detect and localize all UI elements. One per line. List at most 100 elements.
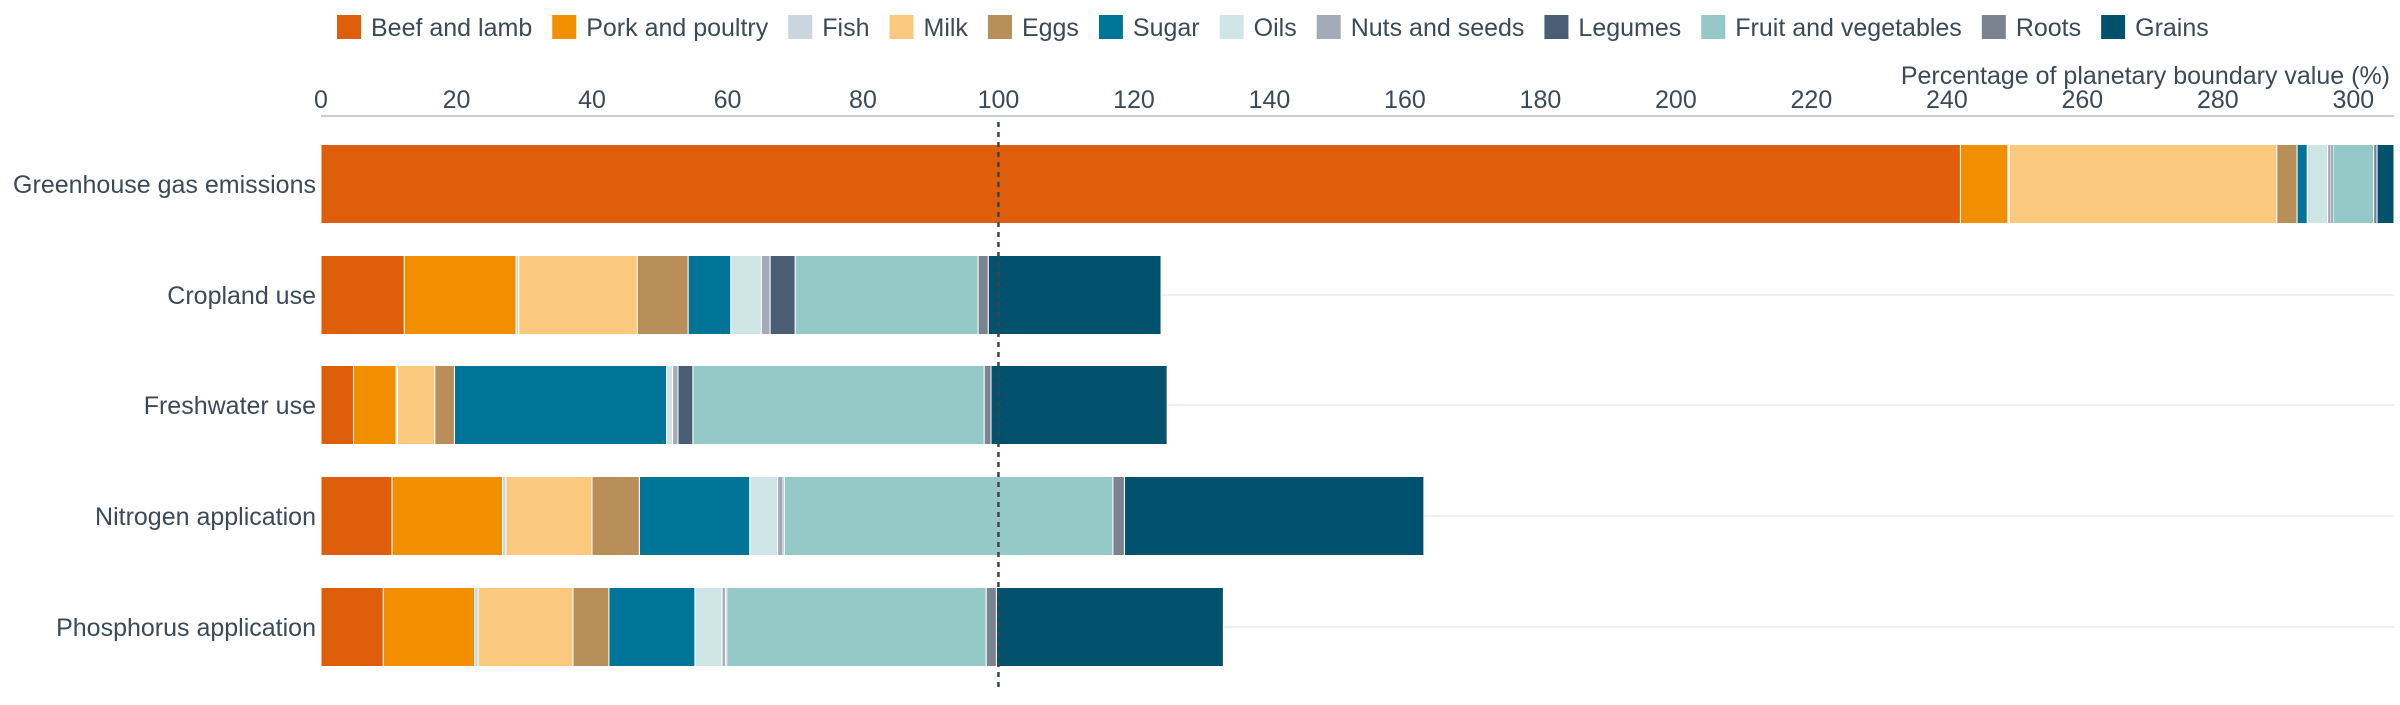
bar-segment-milk [505,476,593,556]
bar-segment-beef-and-lamb [320,587,384,667]
bar-segment-pork-and-poultry [403,255,517,335]
bar-segment-sugar [687,255,732,335]
legend-label: Grains [2135,14,2209,42]
legend-item-fish: Fish [788,14,870,42]
legend: Beef and lamb Pork and poultry Fish Milk Egg… [337,14,2209,42]
x-tick-label: 160 [1384,86,1426,114]
category-label: Phosphorus application [56,614,316,642]
bar-segment-beef-and-lamb [320,144,1961,224]
bar-segment-legumes [769,255,796,335]
legend-label: Roots [2016,14,2081,42]
legend-swatch [1219,15,1244,39]
bar-segment-sugar [638,476,751,556]
bar-row-cropland-use [320,255,1162,335]
bar-segment-eggs [636,255,689,335]
bar-segment-fruit-and-vegetables [726,587,987,667]
bar-segment-pork-and-poultry [391,476,504,556]
bar-segment-grains [1123,476,1425,556]
bar-segment-roots [977,255,989,335]
x-tick-label: 240 [1926,86,1968,114]
bar-segment-beef-and-lamb [320,476,393,556]
bar-segment-sugar [2296,144,2308,224]
legend-swatch [1316,15,1341,39]
bar-row-greenhouse-gas-emissions [320,144,2395,224]
bar-segment-grains [987,255,1162,335]
bar-segment-fish [502,476,507,556]
bar-segment-oils [694,587,723,667]
legend-label: Fish [822,14,869,42]
bar-segment-pork-and-poultry [1959,144,2009,224]
bar-segment-beef-and-lamb [320,255,405,335]
bar-segment-beef-and-lamb [320,365,355,445]
legend-label: Milk [924,14,969,42]
legend-label: Legumes [1578,14,1681,42]
x-tick-label: 20 [443,86,471,114]
bar-segment-milk [2008,144,2278,224]
bar-segment-fruit-and-vegetables [692,365,985,445]
x-tick-label: 300 [2332,86,2374,114]
bar-segment-oils [749,476,779,556]
bar-segment-eggs [2276,144,2298,224]
legend-swatch [2101,15,2126,39]
category-labels: Greenhouse gas emissions Cropland use Fres… [13,171,316,642]
legend-item-beef-and-lamb: Beef and lamb [337,14,532,42]
legend-item-nuts-and-seeds: Nuts and seeds [1316,14,1524,42]
row-separators [321,294,2394,628]
x-tick-label: 80 [849,86,877,114]
bar-segment-roots [985,587,997,667]
bar-segment-eggs [591,476,640,556]
bar-segment-grains [2376,144,2395,224]
legend-item-oils: Oils [1219,14,1297,42]
bar-segment-oils [666,365,674,445]
legend-swatch [889,15,914,39]
bar-segment-sugar [608,587,696,667]
legend-item-roots: Roots [1981,14,2081,42]
x-axis-label: Percentage of planetary boundary value (… [1901,62,2390,90]
bar-row-freshwater-use [320,365,1168,445]
bar-row-nitrogen-application [320,476,1425,556]
x-tick-label: 260 [2062,86,2104,114]
bar-segment-nuts-and-seeds [760,255,771,335]
x-tick-label: 140 [1249,86,1291,114]
category-label: Greenhouse gas emissions [13,171,316,199]
category-label: Cropland use [167,282,316,310]
bar-segment-grains [995,587,1224,667]
legend-item-legumes: Legumes [1544,14,1681,42]
legend-item-grains: Grains [2101,14,2209,42]
x-tick-label: 220 [1791,86,1833,114]
bar-segment-fruit-and-vegetables [794,255,979,335]
legend-item-sugar: Sugar [1098,14,1200,42]
bar-segment-oils [2306,144,2329,224]
legend-item-pork-and-poultry: Pork and poultry [552,14,769,42]
bar-segment-milk [518,255,638,335]
legend-swatch [1098,15,1123,39]
bar-segment-roots [1112,476,1125,556]
bar-segment-sugar [453,365,668,445]
bar-segment-roots [2373,144,2378,224]
bar-segment-nuts-and-seeds [2327,144,2332,224]
bar-segment-eggs [572,587,610,667]
bar-segment-milk [397,365,436,445]
legend-swatch [337,15,361,39]
x-tick-label: 100 [978,86,1020,114]
x-tick-label: 280 [2197,86,2239,114]
legend-swatch [987,15,1012,39]
legend-item-fruit-and-vegetables: Fruit and vegetables [1701,14,1962,42]
bar-row-phosphorus-application [320,587,1224,667]
x-tick-label: 200 [1655,86,1697,114]
legend-label: Oils [1254,14,1297,42]
bar-segment-nuts-and-seeds [672,365,679,445]
bar-segment-roots [983,365,992,445]
bar-segment-milk [477,587,574,667]
legend-swatch [1981,15,2006,39]
bar-segment-nuts-and-seeds [721,587,726,667]
legend-swatch [1544,15,1569,39]
legend-label: Pork and poultry [586,14,769,42]
legend-item-eggs: Eggs [987,14,1079,42]
bar-segment-oils [730,255,762,335]
x-tick-label: 120 [1113,86,1155,114]
legend-label: Sugar [1133,14,1200,42]
bar-segment-pork-and-poultry [353,365,397,445]
